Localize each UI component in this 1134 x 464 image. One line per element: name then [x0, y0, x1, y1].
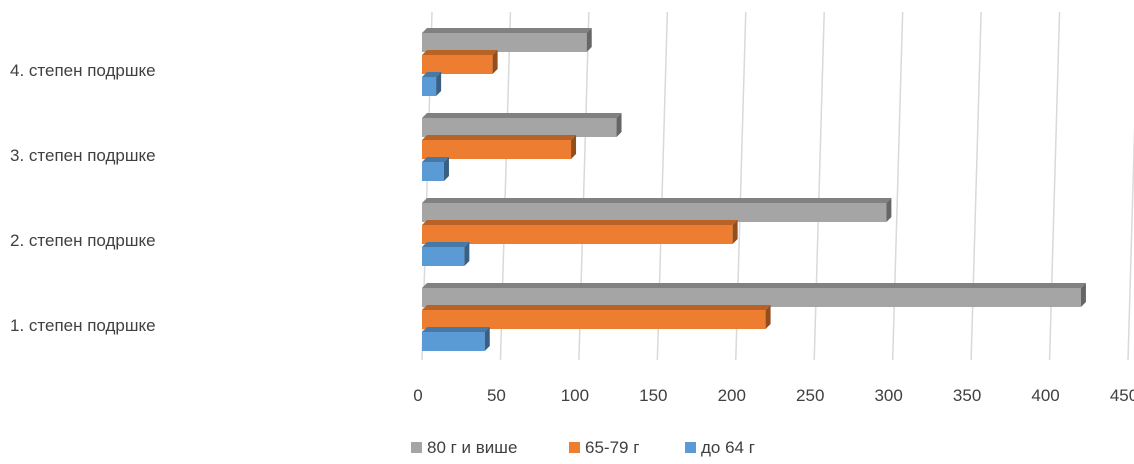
bar-4-1: [422, 283, 1086, 307]
bars: [422, 28, 1086, 351]
bar-front: [422, 118, 617, 137]
x-tick-label-4: 200: [718, 386, 746, 405]
bar-top: [422, 242, 470, 247]
bar-side: [765, 305, 771, 329]
bar-front: [422, 247, 465, 266]
legend-label-1: 80 г и више: [427, 438, 517, 457]
gridline-5: [813, 11, 825, 361]
bar-top: [422, 198, 892, 203]
gridline-7: [970, 11, 982, 361]
bar-front: [422, 332, 485, 351]
bar-side: [571, 135, 577, 159]
category-labels: 4. степен подршке 3. степен подршке 2. сте…: [10, 61, 156, 335]
x-tick-label-0: 0: [413, 386, 422, 405]
bar-front: [422, 288, 1081, 307]
category-label-2: 3. степен подршке: [10, 146, 156, 165]
x-tick-label-5: 250: [796, 386, 824, 405]
bar-top: [422, 72, 442, 77]
legend-item-2: 65-79 г: [569, 438, 639, 457]
bar-top: [422, 305, 771, 310]
gridline-9: [1127, 125, 1134, 361]
bar-front: [422, 33, 587, 52]
bar-top: [422, 283, 1086, 288]
x-tick-label-6: 300: [874, 386, 902, 405]
legend-swatch-3: [685, 442, 696, 453]
x-tick-label-8: 400: [1031, 386, 1059, 405]
bar-front: [422, 310, 766, 329]
category-label-3: 2. степен подршке: [10, 231, 156, 250]
category-label-1: 4. степен подршке: [10, 61, 156, 80]
bar-4-2: [422, 305, 771, 329]
legend: 80 г и више 65-79 г до 64 г: [411, 438, 755, 457]
bar-3-2: [422, 220, 738, 244]
bar-side: [1080, 283, 1086, 307]
x-tick-label-7: 350: [953, 386, 981, 405]
bar-1-2: [422, 50, 498, 74]
bar-front: [422, 77, 437, 96]
bar-front: [422, 140, 572, 159]
bar-front: [422, 55, 493, 74]
x-tick-label-1: 50: [487, 386, 506, 405]
category-label-4: 1. степен подршке: [10, 316, 156, 335]
bar-top: [422, 50, 498, 55]
bar-side: [492, 50, 498, 74]
bar-2-1: [422, 113, 622, 137]
bar-front: [422, 203, 887, 222]
bar-top: [422, 135, 577, 140]
bar-side: [443, 157, 449, 181]
legend-item-3: до 64 г: [685, 438, 755, 457]
bar-side: [886, 198, 892, 222]
legend-swatch-1: [411, 442, 422, 453]
bar-2-3: [422, 157, 449, 181]
bar-side: [732, 220, 738, 244]
bar-side: [484, 327, 490, 351]
bar-3-3: [422, 242, 470, 266]
gridline-6: [891, 11, 904, 361]
bar-1-1: [422, 28, 592, 52]
gridlines: [421, 11, 1134, 361]
bar-top: [422, 113, 622, 118]
legend-label-2: 65-79 г: [585, 438, 639, 457]
bar-front: [422, 225, 733, 244]
x-tick-label-9: 450: [1110, 386, 1134, 405]
bar-4-3: [422, 327, 490, 351]
legend-swatch-2: [569, 442, 580, 453]
legend-label-3: до 64 г: [701, 438, 755, 457]
bar-2-2: [422, 135, 577, 159]
bar-1-3: [422, 72, 442, 96]
bar-front: [422, 162, 444, 181]
bar-top: [422, 157, 449, 162]
bar-side: [436, 72, 442, 96]
bar-3-1: [422, 198, 892, 222]
bar-side: [464, 242, 470, 266]
bar-top: [422, 220, 738, 225]
bar-top: [422, 28, 592, 33]
bar-side: [616, 113, 622, 137]
bar-side: [586, 28, 592, 52]
x-tick-label-3: 150: [639, 386, 667, 405]
gridline-8: [1048, 11, 1061, 361]
legend-item-1: 80 г и више: [411, 438, 517, 457]
x-tick-labels: 0 50 100 150 200 250 300 350 400 450: [413, 386, 1134, 405]
bar-top: [422, 327, 490, 332]
x-tick-label-2: 100: [561, 386, 589, 405]
